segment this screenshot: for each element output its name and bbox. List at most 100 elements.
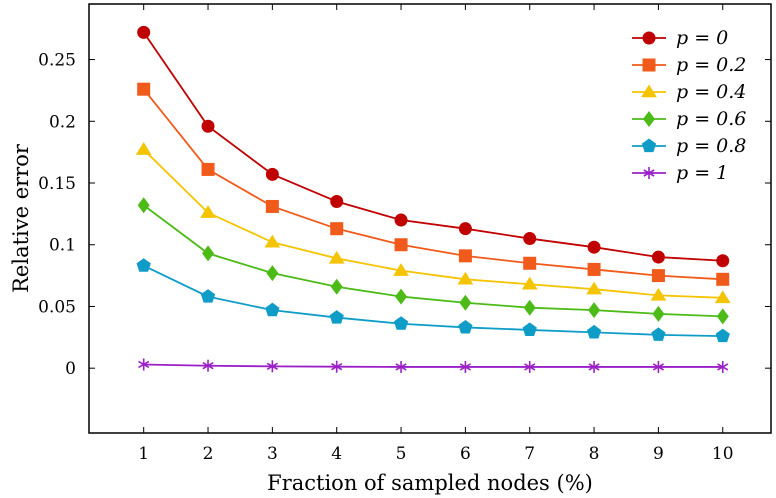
- legend-item: p = 0.8: [632, 135, 746, 157]
- legend-label: p = 0: [676, 27, 728, 49]
- data-point: [136, 258, 151, 272]
- series-line: [143, 363, 723, 368]
- data-point: [650, 287, 667, 301]
- legend-item: p = 1: [632, 162, 728, 184]
- series-1: [137, 82, 730, 286]
- data-point: [714, 290, 731, 304]
- data-point: [395, 288, 408, 305]
- data-point: [394, 238, 408, 252]
- data-point: [266, 265, 279, 282]
- series-2: [135, 142, 731, 304]
- data-point: [264, 234, 281, 248]
- legend-item: p = 0.6: [632, 108, 746, 130]
- legend-item: p = 0.4: [632, 81, 746, 103]
- data-point: [716, 308, 729, 325]
- series-line: [143, 149, 723, 299]
- data-point: [586, 281, 602, 295]
- data-point: [457, 271, 474, 285]
- series-4: [136, 258, 730, 343]
- y-tick-label: 0: [65, 359, 76, 379]
- x-tick-label: 10: [712, 444, 734, 464]
- data-point: [135, 142, 152, 155]
- data-point: [265, 302, 280, 317]
- data-point: [587, 240, 601, 254]
- x-tick-label: 1: [138, 444, 149, 464]
- legend-label: p = 1: [676, 162, 728, 184]
- legend-label: p = 0.4: [676, 81, 746, 103]
- series-group: [135, 25, 731, 373]
- data-point: [521, 276, 538, 290]
- data-point: [652, 305, 665, 322]
- data-point: [586, 324, 602, 339]
- data-point: [393, 263, 409, 276]
- series-line: [142, 88, 723, 281]
- x-tick-label: 4: [331, 444, 342, 464]
- x-tick-label: 9: [653, 444, 664, 464]
- data-point: [394, 213, 408, 227]
- legend-marker: [641, 84, 657, 98]
- plot-frame: [88, 3, 772, 434]
- series-line: [143, 204, 723, 318]
- data-point: [458, 319, 473, 334]
- series-5: [138, 358, 729, 373]
- data-point: [522, 322, 537, 336]
- data-point: [523, 256, 537, 270]
- data-point: [716, 272, 730, 286]
- y-axis-label: Relative error: [9, 143, 33, 293]
- data-point: [330, 278, 343, 295]
- data-point: [458, 222, 472, 236]
- data-point: [651, 250, 665, 264]
- series-0: [137, 25, 730, 268]
- data-point: [459, 360, 471, 373]
- data-point: [137, 25, 151, 39]
- data-point: [201, 119, 215, 133]
- legend: p = 0 p = 0.2 p = 0.4 p = 0.6 p = 0.8 p = 1: [632, 27, 746, 184]
- axes: 1 2 3 4 5 6 7 8 9 10 0 0.05 0.1 0.15 0.2 0.25: [38, 3, 772, 464]
- legend-marker: [643, 111, 655, 127]
- x-tick-label: 6: [460, 444, 471, 464]
- data-point: [651, 327, 666, 341]
- data-point: [202, 359, 214, 372]
- data-point: [523, 232, 537, 246]
- data-point: [329, 310, 344, 324]
- data-point: [588, 360, 600, 373]
- data-point: [716, 254, 730, 268]
- data-point: [138, 358, 150, 371]
- y-tick-label: 0.25: [38, 51, 76, 71]
- data-point: [459, 294, 472, 311]
- series-line: [143, 264, 723, 337]
- x-tick-label: 5: [396, 444, 407, 464]
- legend-item: p = 0.2: [632, 54, 746, 76]
- legend-marker: [641, 138, 657, 153]
- data-point: [202, 245, 215, 262]
- y-tick-label: 0.15: [38, 174, 76, 194]
- data-point: [715, 328, 730, 343]
- data-point: [588, 302, 601, 319]
- x-tick-label: 2: [203, 444, 214, 464]
- legend-marker: [642, 58, 656, 72]
- data-point: [265, 167, 279, 181]
- data-point: [524, 360, 536, 373]
- data-point: [137, 197, 150, 214]
- legend-label: p = 0.6: [676, 108, 746, 130]
- data-point: [393, 316, 409, 330]
- data-point: [265, 199, 279, 213]
- x-tick-label: 8: [589, 444, 600, 464]
- series-3: [137, 197, 729, 325]
- data-point: [717, 360, 729, 373]
- legend-item: p = 0: [632, 27, 728, 49]
- y-tick-label: 0.1: [49, 236, 76, 256]
- x-axis-label: Fraction of sampled nodes (%): [267, 471, 593, 495]
- data-point: [200, 289, 216, 303]
- data-point: [331, 360, 343, 373]
- legend-label: p = 0.8: [676, 135, 746, 157]
- data-point: [200, 205, 216, 218]
- data-point: [201, 162, 215, 176]
- data-point: [587, 262, 601, 276]
- data-point: [458, 249, 472, 263]
- series-line: [142, 31, 723, 262]
- data-point: [266, 360, 278, 373]
- data-point: [328, 250, 345, 264]
- legend-marker: [642, 31, 656, 45]
- y-tick-label: 0.2: [49, 112, 76, 132]
